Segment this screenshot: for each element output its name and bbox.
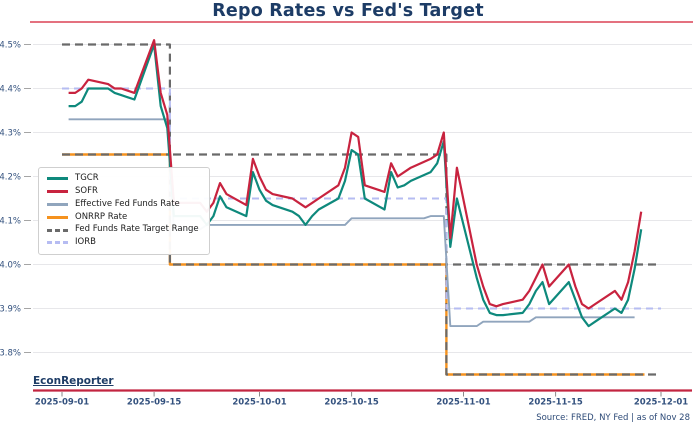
legend-swatch	[47, 215, 68, 219]
legend-item-label: IORB	[75, 237, 96, 248]
x-tick-label: 2025-11-15	[528, 398, 582, 408]
x-tick-label: 2025-12-01	[634, 398, 688, 408]
series-iorb-line	[62, 87, 661, 310]
legend-swatch	[47, 190, 68, 194]
series-target-lower-line	[62, 153, 661, 376]
y-tick-label: 4.2%	[0, 173, 21, 183]
x-tick-label: 2025-11-01	[436, 398, 490, 408]
x-tick-label: 2025-09-01	[35, 398, 89, 408]
y-tick-label: 4.0%	[0, 261, 21, 271]
legend-item: Fed Funds Rate Target Range	[47, 225, 199, 234]
y-tick-label: 4.1%	[0, 217, 21, 227]
legend-item: Effective Fed Funds Rate	[47, 198, 199, 209]
legend-item-label: Fed Funds Rate Target Range	[75, 224, 199, 235]
series-sofr-line	[68, 38, 643, 310]
legend-item-label: SOFR	[75, 185, 98, 196]
legend-item-label: TGCR	[75, 173, 99, 183]
x-tick-label: 2025-09-15	[127, 398, 181, 408]
series-tgcr-line	[68, 43, 643, 328]
legend-item: ONRRP Rate	[47, 211, 199, 222]
y-tick-label: 4.4%	[0, 85, 21, 95]
legend: TGCR SOFR Effective Fed Funds Rate ONRRP…	[38, 167, 210, 255]
series-target-upper-line	[62, 43, 661, 266]
legend-item: IORB	[47, 237, 199, 248]
x-tick-label: 2025-10-15	[324, 398, 378, 408]
legend-item-label: Effective Fed Funds Rate	[75, 198, 180, 209]
y-tick-label: 4.5%	[0, 41, 21, 51]
legend-swatch	[47, 241, 68, 245]
y-tick-label: 4.3%	[0, 129, 21, 139]
brand-logo: EconReporter	[33, 375, 114, 387]
legend-swatch	[47, 228, 68, 232]
legend-item-label: ONRRP Rate	[75, 211, 128, 222]
source-note: Source: FRED, NY Fed | as of Nov 28	[536, 413, 690, 423]
y-tick-label: 3.9%	[0, 305, 21, 315]
legend-swatch	[47, 177, 68, 181]
legend-item: TGCR	[47, 173, 199, 183]
y-tick-label: 3.8%	[0, 349, 21, 359]
title-underline-rule	[30, 21, 693, 23]
legend-item: SOFR	[47, 185, 199, 196]
legend-swatch	[47, 202, 68, 206]
chart-title: Repo Rates vs Fed's Target	[212, 1, 484, 21]
x-tick-label: 2025-10-01	[232, 398, 286, 408]
